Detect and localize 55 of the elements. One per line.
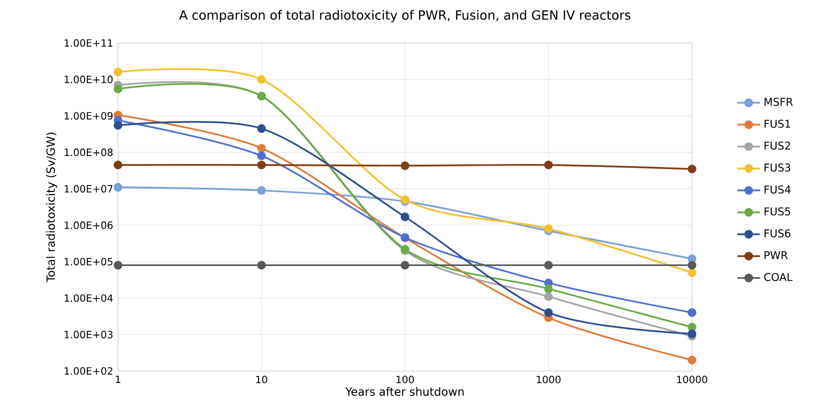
point — [544, 308, 553, 317]
point — [688, 268, 696, 277]
point — [400, 260, 410, 270]
legend-label: PWR — [764, 251, 788, 259]
x-tick-label: 1 — [116, 376, 120, 383]
x-tick-label: 100 — [396, 376, 414, 384]
y-axis-title: Total radiotoxicity (Sv/GW) — [46, 132, 58, 282]
point — [400, 212, 410, 222]
y-tick-label: 1.00E+09 — [64, 112, 113, 120]
point — [114, 68, 122, 76]
x-tick-label: 10 — [256, 376, 268, 384]
legend-label: FUS2 — [764, 142, 790, 150]
legend-label: FUS1 — [764, 120, 790, 128]
point — [114, 84, 122, 94]
point — [114, 121, 122, 130]
point — [688, 164, 696, 174]
chart-title: A comparison of total radiotoxicity of PWR, Fusion, and GEN IV reactors — [179, 10, 630, 22]
point — [257, 160, 266, 170]
point — [257, 75, 266, 84]
legend-label: FUS4 — [764, 185, 790, 194]
point — [544, 224, 553, 234]
y-tick-label: 1.00E+06 — [64, 221, 113, 229]
point — [688, 260, 696, 270]
y-tick-label: 1.00E+04 — [64, 294, 113, 302]
point — [688, 308, 696, 317]
x-tick-label: 1000 — [536, 376, 561, 384]
legend-label: FUS6 — [764, 229, 790, 238]
point — [114, 182, 122, 192]
point — [257, 124, 266, 133]
x-tick-label: 10000 — [677, 376, 708, 384]
point — [257, 260, 266, 270]
point — [114, 260, 122, 270]
y-tick-label: 1.00E+08 — [64, 148, 113, 156]
point — [257, 144, 266, 153]
point — [257, 152, 266, 160]
point — [544, 160, 553, 170]
point — [400, 161, 410, 170]
y-tick-label: 1.00E+07 — [64, 184, 112, 193]
legend-label: MSFR — [764, 98, 793, 106]
point — [688, 329, 696, 338]
point — [688, 356, 696, 364]
legend-label: FUS5 — [764, 207, 790, 216]
y-tick-label: 1.00E+10 — [64, 76, 113, 84]
legend-label: FUS3 — [764, 164, 790, 172]
y-tick-label: 1.00E+11 — [64, 39, 112, 47]
legend-label: COAL — [764, 272, 792, 282]
y-tick-label: 1.00E+05 — [64, 258, 112, 266]
point — [544, 260, 553, 270]
y-tick-label: 1.00E+03 — [64, 330, 112, 338]
point — [257, 186, 266, 195]
point — [544, 284, 553, 294]
point — [544, 292, 553, 301]
x-axis-title: Years after shutdown — [345, 387, 464, 396]
point — [114, 160, 122, 170]
y-tick-label: 1.00E+02 — [64, 367, 112, 375]
